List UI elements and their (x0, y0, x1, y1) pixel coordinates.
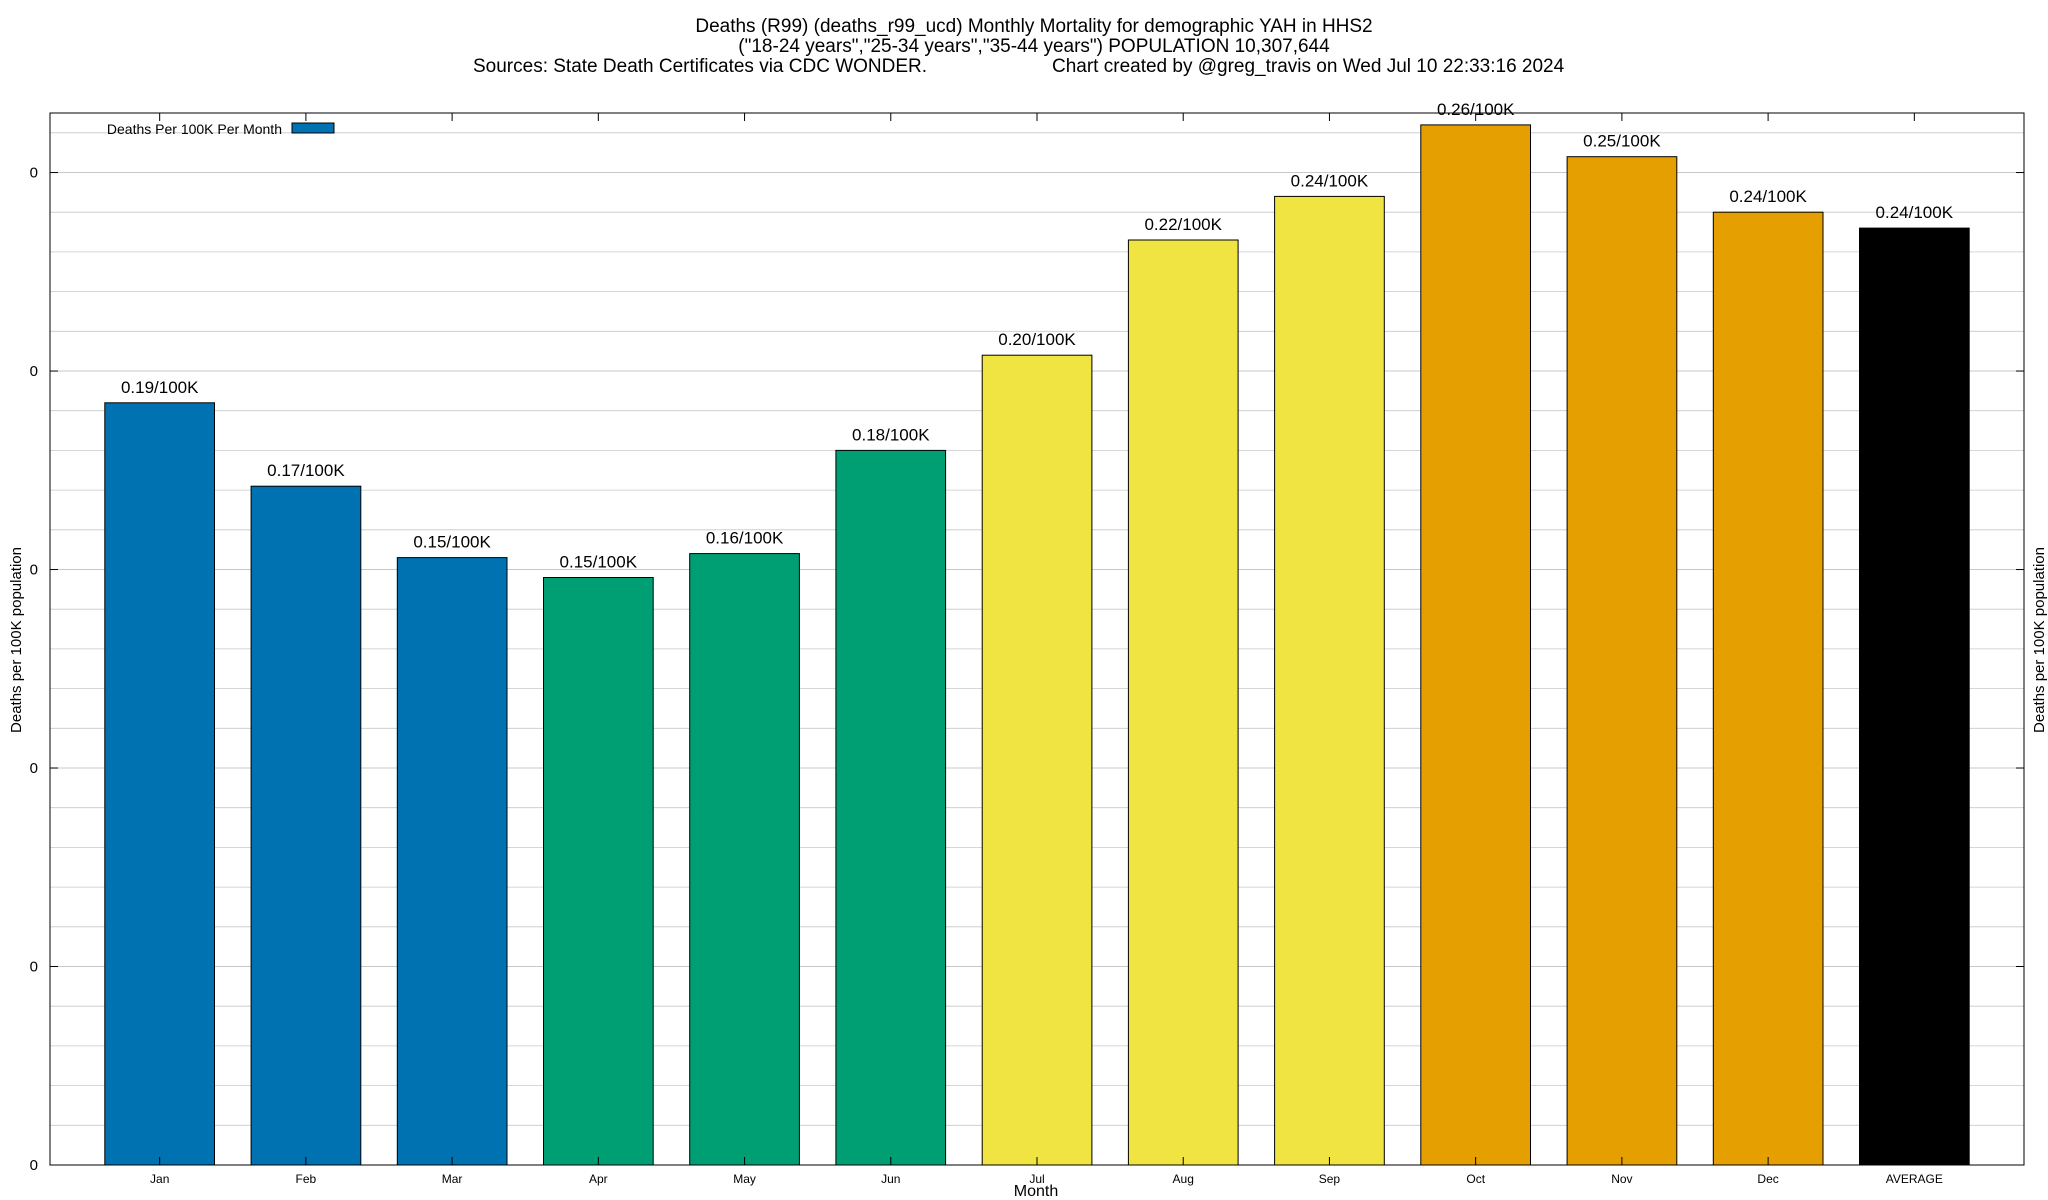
data-label-mar: 0.15/100K (413, 533, 491, 552)
y-axis-label: Deaths per 100K population (8, 547, 25, 733)
bar-oct (1420, 124, 1532, 1166)
y-tick-labels: 0 0 0 0 0 0 (30, 165, 2024, 1174)
data-label-sep: 0.24/100K (1291, 171, 1369, 190)
bar-apr (543, 577, 654, 1166)
x-axis-label: Month (1014, 1183, 1058, 1200)
bar-jun (835, 449, 947, 1166)
x-tick-labels: Jan Feb Mar Apr May Jun Jul Aug Sep Oct Nov Dec AVER… (150, 113, 1943, 1186)
data-label-jul: 0.20/100K (998, 330, 1076, 349)
x-tick-label-aug: Aug (1173, 1172, 1194, 1186)
legend: Deaths Per 100K Per Month (107, 121, 335, 137)
bar-jul (981, 354, 1093, 1166)
data-label-jun: 0.18/100K (852, 425, 930, 444)
chart-credit: Chart created by @greg_travis on Wed Jul… (1052, 56, 1565, 77)
x-tick-label-nov: Nov (1611, 1172, 1632, 1186)
x-tick-label-mar: Mar (442, 1172, 463, 1186)
bar-feb (250, 485, 362, 1166)
data-label-jan: 0.19/100K (121, 378, 199, 397)
plot-frame (49, 112, 2025, 1166)
x-tick-label-feb: Feb (296, 1172, 317, 1186)
x-tick-label-oct: Oct (1466, 1172, 1485, 1186)
y-tick-label: 0 (30, 363, 38, 380)
data-labels: 0.19/100K 0.17/100K 0.15/100K 0.15/100K 0.16… (121, 100, 1954, 572)
legend-label: Deaths Per 100K Per Month (107, 121, 282, 137)
y-tick-label: 0 (30, 165, 38, 182)
bar-may (689, 553, 800, 1166)
data-label-oct: 0.26/100K (1437, 100, 1515, 119)
x-tick-label-sep: Sep (1319, 1172, 1341, 1186)
x-tick-label-jun: Jun (881, 1172, 900, 1186)
bar-nov (1566, 156, 1678, 1166)
data-label-apr: 0.15/100K (560, 553, 638, 572)
x-tick-label-may: May (733, 1172, 756, 1186)
data-label-average: 0.24/100K (1876, 203, 1954, 222)
x-tick-label-dec: Dec (1757, 1172, 1778, 1186)
data-label-dec: 0.24/100K (1729, 187, 1807, 206)
data-label-nov: 0.25/100K (1583, 132, 1661, 151)
chart-title: Deaths (R99) (deaths_r99_ucd) Monthly Mo… (695, 16, 1372, 37)
y-tick-label: 0 (30, 562, 38, 579)
y-tick-label: 0 (30, 959, 38, 976)
bars (104, 124, 1970, 1166)
bar-dec (1712, 211, 1824, 1166)
chart-subtitle: ("18-24 years","25-34 years","35-44 year… (738, 36, 1330, 57)
y-tick-label: 0 (30, 760, 38, 777)
data-label-may: 0.16/100K (706, 529, 784, 548)
bar-average (1859, 227, 1970, 1166)
bar-mar (396, 557, 508, 1166)
bar-aug (1127, 239, 1239, 1166)
x-tick-label-apr: Apr (589, 1172, 608, 1186)
y2-axis-label: Deaths per 100K population (2031, 547, 2048, 733)
legend-swatch (291, 122, 335, 134)
x-tick-label-jan: Jan (150, 1172, 169, 1186)
x-tick-label-average: AVERAGE (1886, 1172, 1943, 1186)
data-label-feb: 0.17/100K (267, 461, 345, 480)
chart-sources: Sources: State Death Certificates via CD… (473, 56, 927, 77)
bar-jan (104, 402, 215, 1166)
data-label-aug: 0.22/100K (1144, 215, 1222, 234)
x-tick-label-jul: Jul (1029, 1172, 1044, 1186)
y-tick-label: 0 (30, 1157, 38, 1174)
bar-sep (1274, 195, 1385, 1166)
